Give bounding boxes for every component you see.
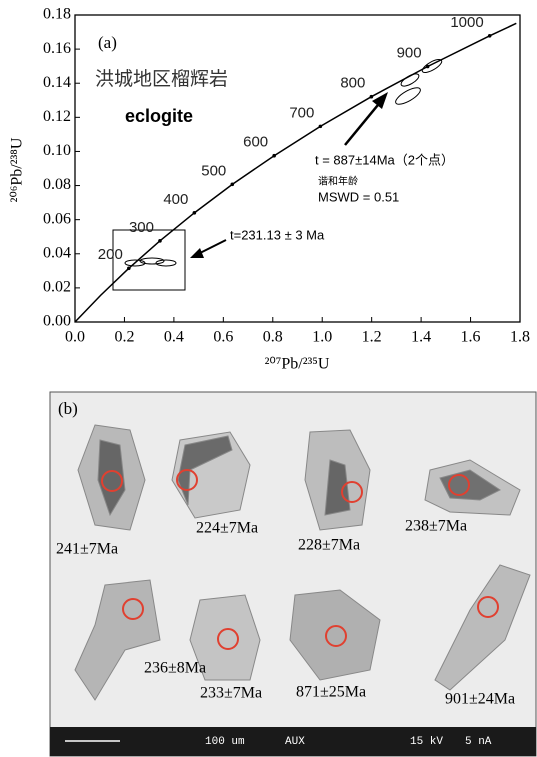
y-tick-label: 0.16	[43, 40, 71, 57]
age-marker	[369, 94, 374, 99]
grain-core	[324, 459, 351, 516]
x-tick-label: 1.4	[411, 329, 431, 346]
y-tick-label: 0.02	[43, 279, 71, 296]
age-marker	[230, 182, 235, 187]
spot	[448, 474, 470, 496]
concordia-curve	[74, 22, 517, 323]
scale-text: 100 um	[205, 736, 245, 748]
y-tick-label: 0.10	[43, 142, 71, 159]
info-bar	[50, 727, 536, 756]
age-marker	[425, 64, 430, 69]
y-axis-label: ²⁰⁶Pb/²³⁸U	[9, 137, 26, 202]
annotation: 谐和年龄	[318, 175, 358, 188]
spot	[217, 628, 239, 650]
x-tick-label: 1.8	[510, 329, 530, 346]
annotation: MSWD = 0.51	[318, 189, 399, 204]
spot	[341, 481, 363, 503]
zoom-box	[112, 229, 186, 291]
age-marker	[272, 153, 276, 158]
grain-age-labels: 241±7Ma 224±7Ma 228±7Ma 238±7Ma 236±8Ma …	[56, 518, 515, 708]
age-marker	[127, 266, 131, 271]
y-tick-label: 0.06	[43, 210, 71, 227]
x-tick-label: 0.0	[65, 329, 85, 346]
y-tick-label: 0.12	[43, 108, 71, 125]
grain-age: 871±25Ma	[296, 684, 366, 701]
spot	[325, 625, 347, 647]
chart-title: 洪城地区榴辉岩	[95, 68, 228, 90]
grain-age: 224±7Ma	[196, 520, 258, 537]
spot	[101, 470, 123, 492]
ellipse	[395, 87, 421, 105]
grain-core	[97, 439, 126, 517]
age-label: 900	[397, 44, 422, 61]
y-tick-label: 0.04	[43, 244, 71, 261]
grain-age: 241±7Ma	[56, 541, 118, 558]
panel-label: (b)	[58, 399, 78, 418]
age-label: 300	[129, 219, 154, 236]
age-label: 400	[163, 191, 188, 208]
annotation: t=231.13 ± 3 Ma	[230, 227, 325, 242]
y-tick-label: 0.08	[43, 176, 71, 193]
age-label: 500	[201, 162, 226, 179]
analysis-spots	[101, 469, 499, 650]
age-label: 600	[243, 134, 268, 151]
grain	[74, 579, 161, 701]
grain-age: 236±8Ma	[144, 660, 206, 677]
ellipse	[139, 257, 165, 265]
age-label: 700	[289, 104, 314, 121]
plot-frame	[74, 14, 521, 323]
y-tick-label: 0.00	[43, 313, 71, 330]
x-axis-label: ²⁰⁷Pb/²³⁵U	[265, 356, 330, 373]
age-marker	[192, 211, 197, 215]
ellipse	[155, 259, 177, 267]
x-tick-label: 0.4	[164, 329, 184, 346]
current-text: 5 nA	[465, 736, 492, 748]
x-tick-label: 1.0	[312, 329, 332, 346]
grain-age: 238±7Ma	[405, 518, 467, 535]
spot	[176, 469, 198, 491]
panel-label: (a)	[98, 33, 117, 52]
chart-subtitle: eclogite	[125, 106, 193, 126]
age-marker	[487, 34, 492, 38]
info-text: 100 um AUX 15 kV 5 nA	[205, 736, 492, 748]
voltage-text: 15 kV	[410, 736, 443, 748]
age-marker	[318, 124, 323, 129]
zircon-grains	[74, 424, 531, 701]
grain-age: 901±24Ma	[445, 691, 515, 708]
grain	[189, 594, 261, 681]
x-tick-label: 0.2	[114, 329, 134, 346]
age-marker	[158, 239, 162, 243]
annotation: t = 887±14Ma（2个点）	[315, 152, 454, 167]
age-label: 800	[340, 75, 365, 92]
arrow	[344, 99, 383, 146]
spot	[477, 596, 499, 618]
ellipse	[421, 59, 443, 73]
y-tick-label: 0.14	[43, 74, 71, 91]
x-tick-label: 1.2	[362, 329, 382, 346]
grain-age: 228±7Ma	[298, 537, 360, 554]
x-tick-label: 1.6	[461, 329, 481, 346]
age-label: 200	[98, 246, 123, 263]
grain-age: 233±7Ma	[200, 685, 262, 702]
grain	[434, 564, 531, 691]
y-tick-label: 0.18	[43, 6, 71, 23]
spot	[122, 598, 144, 620]
grain	[289, 589, 381, 681]
arrow	[197, 239, 227, 255]
x-tick-label: 0.6	[213, 329, 233, 346]
mode-text: AUX	[285, 736, 305, 748]
arrow-head	[372, 92, 388, 109]
arrow-head	[190, 248, 204, 258]
age-label: 1000	[450, 14, 483, 31]
x-tick-label: 0.8	[263, 329, 283, 346]
